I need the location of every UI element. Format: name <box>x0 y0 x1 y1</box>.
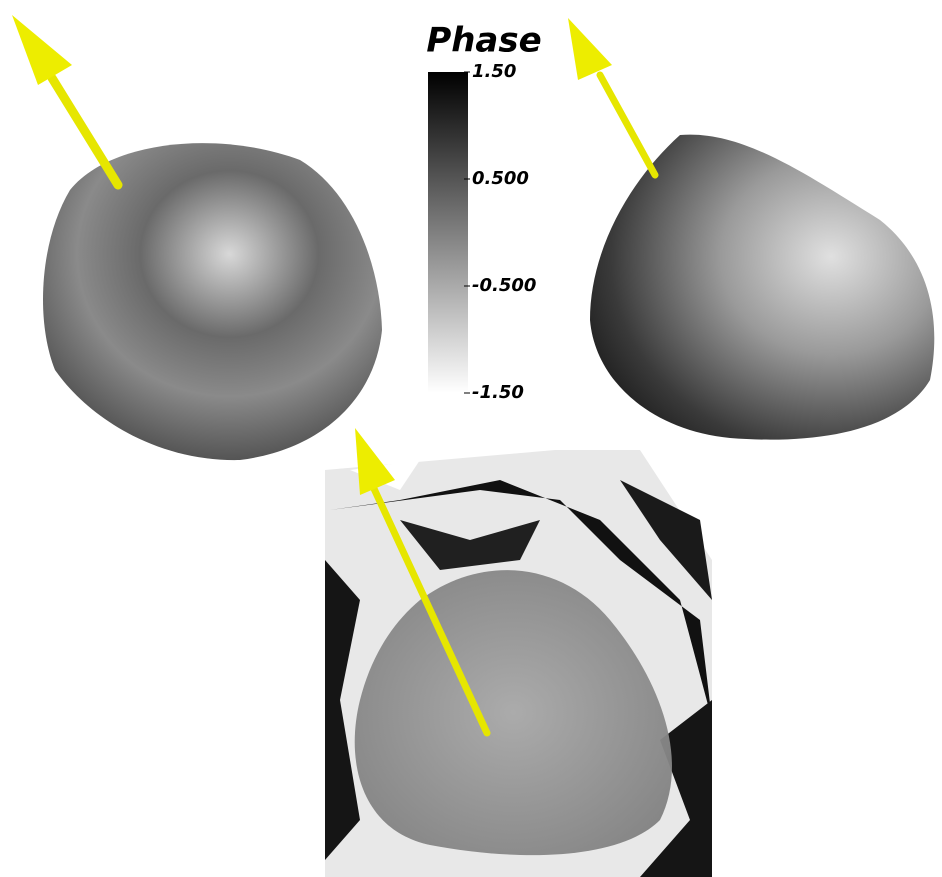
tick-label: 1.50 <box>472 61 516 82</box>
tick-label: -1.50 <box>472 382 524 403</box>
asteroid-right <box>590 135 934 440</box>
tick-label: -0.500 <box>472 275 536 296</box>
asteroid-left <box>43 143 382 460</box>
arrow-left <box>12 15 118 185</box>
scene: Phase 1.50 0.500 -0.500 -1.50 <box>0 0 942 877</box>
tick-label: 0.500 <box>472 168 529 189</box>
colorbar-title: Phase <box>426 21 541 61</box>
arrow-right <box>568 18 655 175</box>
colorbar: Phase 1.50 0.500 -0.500 -1.50 <box>426 21 541 404</box>
colorbar-gradient <box>428 72 468 393</box>
